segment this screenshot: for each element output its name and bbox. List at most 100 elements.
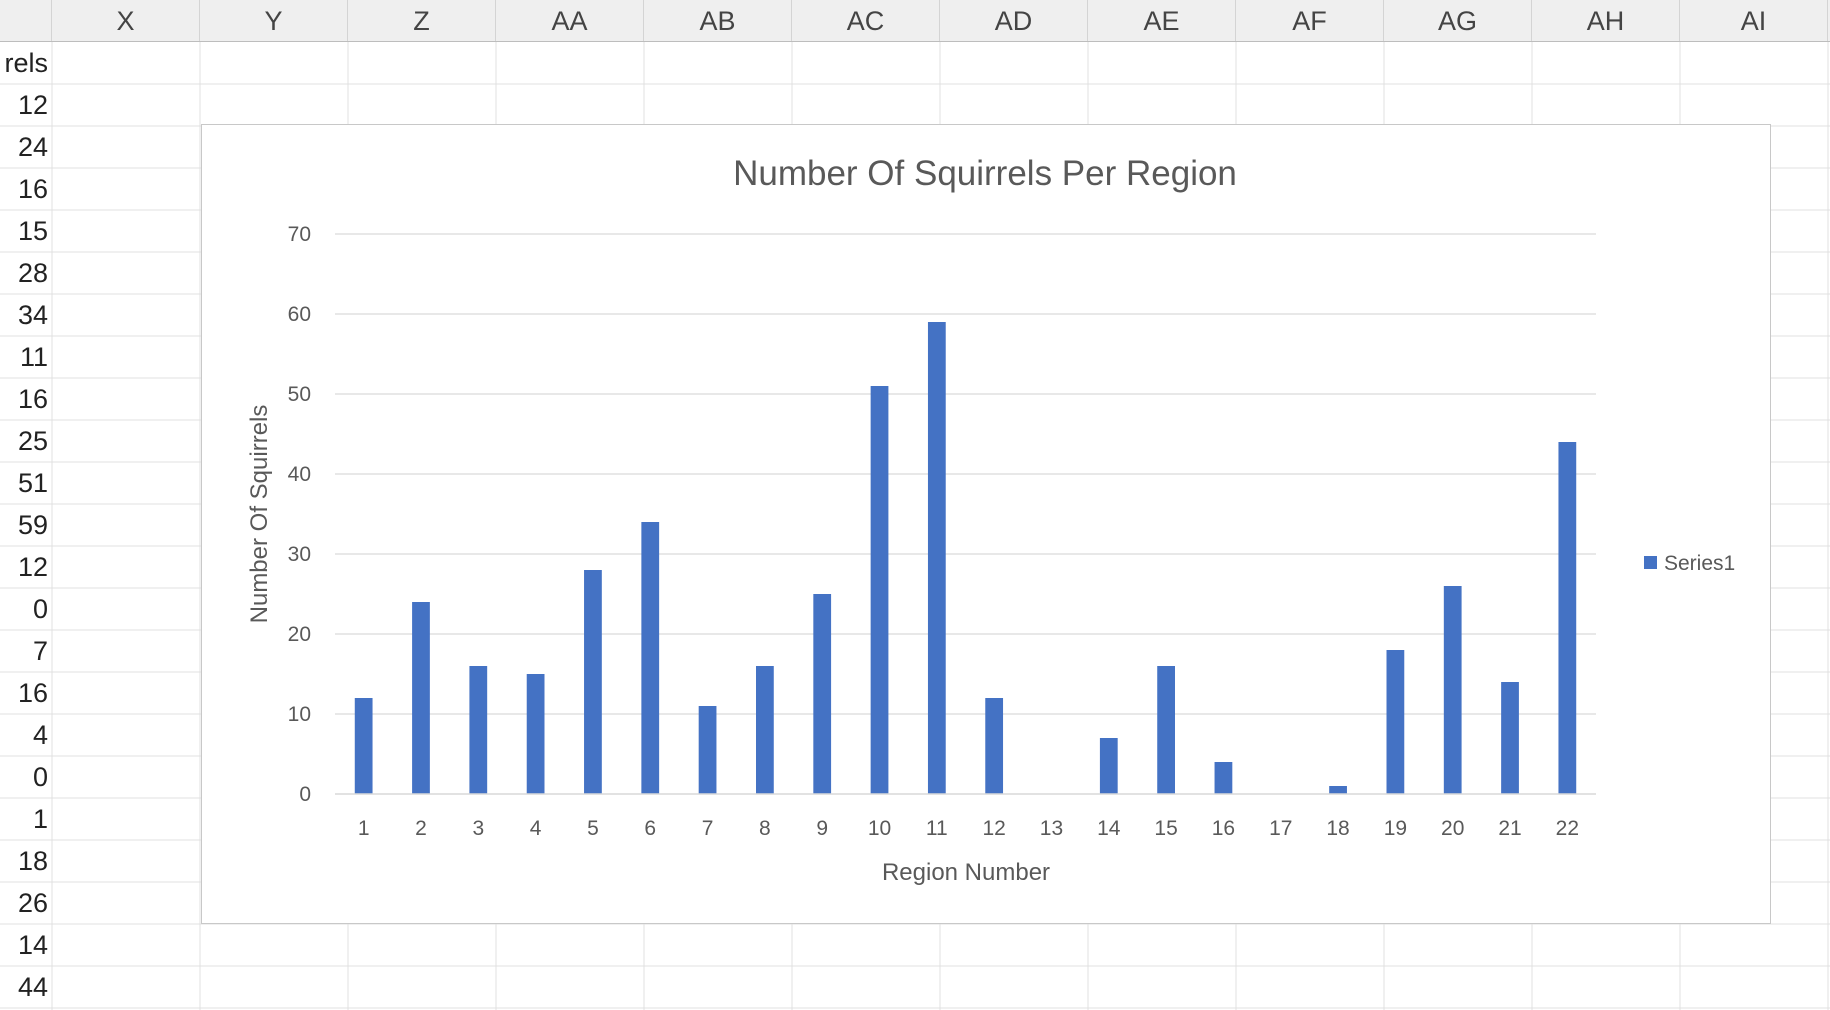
bar-region-9[interactable] [813,594,832,794]
chart-title: Number Of Squirrels Per Region [733,154,1237,193]
bar-region-16[interactable] [1214,762,1233,794]
y-tick-label: 60 [288,303,311,326]
cell-value[interactable]: 51 [17,468,48,498]
column-header-ae[interactable]: AE [1088,0,1236,41]
bar-region-1[interactable] [354,698,373,794]
x-tick-label: 9 [816,817,828,840]
y-axis-title: Number Of Squirrels [246,405,273,624]
bar-region-7[interactable] [698,706,717,794]
column-header-partial[interactable] [0,0,52,41]
x-tick-label: 17 [1269,817,1292,840]
x-tick-label: 3 [472,817,484,840]
x-tick-label: 14 [1097,817,1121,840]
legend[interactable]: Series1 [1644,552,1735,575]
column-header-ac[interactable]: AC [792,0,940,41]
column-header-z[interactable]: Z [348,0,496,41]
x-tick-label: 11 [926,817,948,840]
x-tick-label: 2 [415,817,427,840]
column-header-ai[interactable]: AI [1680,0,1828,41]
cell-value[interactable]: 25 [17,426,48,456]
column-header-bar: X Y Z AA AB AC AD AE AF AG AH AI [0,0,1830,42]
y-tick-label: 20 [288,623,311,646]
x-tick-label: 10 [868,817,891,840]
x-tick-label: 8 [759,817,771,840]
cell-value[interactable]: 16 [17,174,48,204]
column-header-ah[interactable]: AH [1532,0,1680,41]
cell-value[interactable]: 0 [32,762,48,792]
bar-region-6[interactable] [641,522,660,794]
bar-region-18[interactable] [1329,786,1347,794]
y-tick-label: 0 [299,783,311,806]
cell-value[interactable]: 14 [17,930,48,960]
cell-value[interactable]: 12 [17,552,48,582]
x-tick-label: 7 [702,817,714,840]
x-tick-label: 1 [358,817,370,840]
bar-region-14[interactable] [1099,738,1118,794]
x-tick-label: 15 [1154,817,1177,840]
bar-region-10[interactable] [870,386,889,794]
x-tick-label: 19 [1384,817,1407,840]
x-tick-label: 12 [982,817,1005,840]
x-axis-ticks: 1 2 3 4 5 6 7 8 9 10 11 12 13 14 15 16 17 18 19 20 21 22 [358,817,1579,840]
cell-value[interactable]: 4 [32,720,48,750]
cell-value[interactable]: 7 [32,636,48,666]
bar-region-2[interactable] [412,602,430,794]
cell-value[interactable]: 59 [17,510,48,540]
y-tick-label: 40 [288,463,311,486]
bar-region-19[interactable] [1386,650,1405,794]
cell-value[interactable]: 12 [17,90,48,120]
gridlines [335,233,1596,715]
x-tick-label: 21 [1498,817,1521,840]
bar-chart[interactable]: 0 10 20 30 40 50 60 70 1 2 3 4 5 6 7 8 9 10 11 12 13 14 15 16 1… [201,124,1771,924]
column-header-y[interactable]: Y [200,0,348,41]
x-tick-label: 16 [1212,817,1235,840]
bar-region-12[interactable] [985,698,1004,794]
column-header-af[interactable]: AF [1236,0,1384,41]
x-tick-label: 13 [1040,817,1063,840]
cell-value[interactable]: rels [4,48,48,78]
legend-label-series1: Series1 [1664,552,1735,575]
column-header-ab[interactable]: AB [644,0,792,41]
bar-region-11[interactable] [927,322,946,794]
y-tick-label: 70 [288,223,311,246]
bar-region-4[interactable] [526,674,545,794]
x-tick-label: 4 [530,817,542,840]
cell-value[interactable]: 44 [17,972,48,1002]
x-tick-label: 20 [1441,817,1464,840]
column-header-ad[interactable]: AD [940,0,1088,41]
cell-value[interactable]: 11 [19,342,48,372]
cell-value[interactable]: 0 [32,594,48,624]
bar-region-5[interactable] [584,570,602,794]
cell-value[interactable]: 28 [17,258,48,288]
cell-value[interactable]: 18 [17,846,48,876]
bars [354,322,1577,794]
x-tick-label: 18 [1326,817,1349,840]
bar-region-15[interactable] [1157,666,1175,794]
y-tick-label: 30 [288,543,311,566]
x-axis-title: Region Number [882,859,1050,886]
cell-value[interactable]: 1 [32,804,48,834]
cell-value[interactable]: 34 [17,300,48,330]
bar-region-8[interactable] [756,666,774,794]
y-axis-ticks: 0 10 20 30 40 50 60 70 [288,223,311,806]
y-tick-label: 10 [288,703,311,726]
bar-region-22[interactable] [1558,442,1577,794]
bar-region-20[interactable] [1443,586,1462,794]
bar-region-3[interactable] [469,666,488,794]
column-header-ag[interactable]: AG [1384,0,1532,41]
cell-value[interactable]: 16 [17,384,48,414]
column-header-x[interactable]: X [52,0,200,41]
bar-region-21[interactable] [1501,682,1519,794]
x-tick-label: 22 [1556,817,1579,840]
cell-value[interactable]: 24 [17,132,48,162]
x-tick-label: 6 [644,817,656,840]
cell-value[interactable]: 16 [17,678,48,708]
cell-value[interactable]: 15 [17,216,48,246]
column-header-aa[interactable]: AA [496,0,644,41]
x-tick-label: 5 [587,817,599,840]
legend-swatch [1644,556,1657,569]
y-tick-label: 50 [288,383,311,406]
cell-value[interactable]: 26 [17,888,48,918]
